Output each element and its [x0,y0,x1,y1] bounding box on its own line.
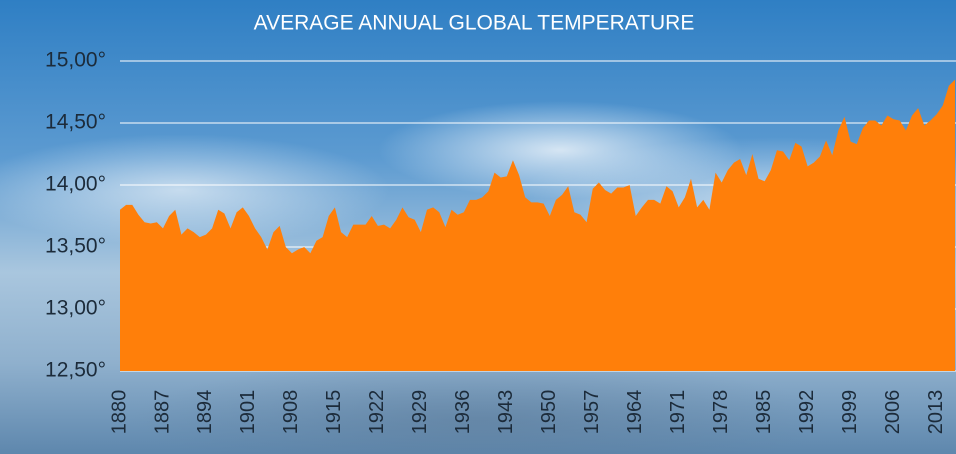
x-tick-label: 2006 [882,390,904,435]
y-tick-label: 13,00° [45,297,106,320]
x-tick-label: 1894 [194,390,216,435]
y-tick-label: 15,00° [45,49,106,72]
x-tick-label: 1992 [796,390,818,435]
x-tick-label: 1908 [280,390,302,435]
x-tick-label: 1880 [108,390,130,435]
chart-title: AVERAGE ANNUAL GLOBAL TEMPERATURE [254,12,695,35]
y-tick-label: 14,50° [45,111,106,134]
x-tick-label: 1929 [409,390,431,435]
x-tick-label: 1971 [667,390,689,435]
x-tick-label: 1957 [581,390,603,435]
y-tick-label: 13,50° [45,235,106,258]
x-tick-label: 1887 [151,390,173,435]
x-tick-label: 1901 [237,390,259,435]
x-tick-label: 1943 [495,390,517,435]
y-tick-label: 12,50° [45,359,106,382]
y-tick-label: 14,00° [45,173,106,196]
x-tick-label: 2013 [925,390,947,435]
x-tick-label: 1950 [538,390,560,435]
x-tick-label: 1978 [710,390,732,435]
x-tick-label: 1964 [624,390,646,435]
x-tick-label: 1915 [323,390,345,435]
x-tick-label: 1922 [366,390,388,435]
x-tick-label: 1936 [452,390,474,435]
x-tick-label: 1999 [839,390,861,435]
x-tick-label: 1985 [753,390,775,435]
area [120,79,955,371]
